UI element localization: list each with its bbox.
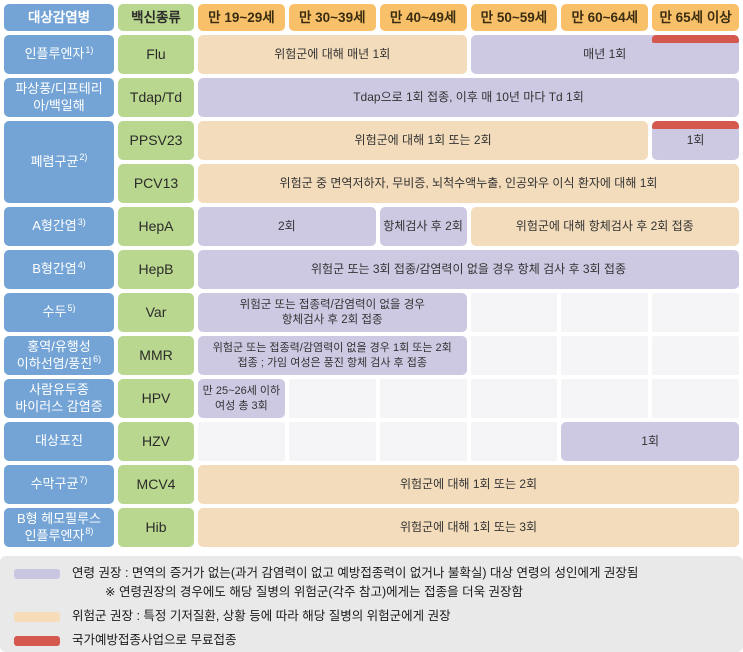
legend-item-age-recommended: 연령 권장 : 면역의 증거가 없는(과거 감염력이 없고 예방접종력이 없거나…: [14, 564, 735, 602]
free-vaccination-bar: [652, 35, 739, 43]
cell-flu-annual: 매년 1회: [470, 35, 739, 74]
disease-cell-herpes-zoster: 대상포진: [4, 422, 114, 461]
empty-cell: [561, 379, 649, 418]
legend-free-vaccination-text: 국가예방접종사업으로 무료접종: [72, 633, 237, 647]
purple-swatch-icon: [14, 569, 60, 579]
legend-item-risk-group: 위험군 권장 : 특정 기저질환, 상황 등에 따라 해당 질병의 위험군에게 …: [14, 607, 735, 626]
empty-cell: [470, 336, 558, 375]
cell-mcv4-risk-group: 위험군에 대해 1회 또는 2회: [198, 465, 739, 504]
disease-cell-measles-mumps-rubella: 홍역/유행성 이하선염/풍진6): [4, 336, 114, 375]
empty-cell: [288, 379, 376, 418]
vaccine-cell-ppsv23: PPSV23: [118, 121, 194, 160]
cell-hib-risk-group: 위험군에 대해 1회 또는 3회: [198, 508, 739, 547]
vaccine-cell-hzv: HZV: [118, 422, 194, 461]
disease-cell-pneumococcus: 폐렴구균2): [4, 121, 114, 203]
vaccine-cell-flu: Flu: [118, 35, 194, 74]
disease-cell-hepatitis-a: A형간염3): [4, 207, 114, 246]
header-age-50-59: 만 50~59세: [470, 4, 558, 31]
cell-hepa-2doses: 2회: [198, 207, 376, 246]
disease-cell-hepatitis-b: B형간염4): [4, 250, 114, 289]
header-age-30-39: 만 30~39세: [288, 4, 376, 31]
empty-cell: [470, 293, 558, 332]
empty-cell: [470, 379, 558, 418]
empty-cell: [652, 379, 739, 418]
cell-tdap-schedule: Tdap으로 1회 접종, 이후 매 10년 마다 Td 1회: [198, 78, 739, 117]
legend-risk-group-text: 위험군 권장 : 특정 기저질환, 상황 등에 따라 해당 질병의 위험군에게 …: [72, 609, 451, 623]
empty-cell: [379, 422, 467, 461]
cell-var-schedule: 위험군 또는 접종력/감염력이 없을 경우 항체검사 후 2회 접종: [198, 293, 467, 332]
empty-cell: [379, 379, 467, 418]
vaccine-cell-hib: Hib: [118, 508, 194, 547]
vaccine-cell-mmr: MMR: [118, 336, 194, 375]
cell-hepa-antibody-test: 항체검사 후 2회: [379, 207, 467, 246]
vaccine-cell-hepb: HepB: [118, 250, 194, 289]
legend-age-recommended-note: ※ 연령권장의 경우에도 해당 질병의 위험군(각주 참고)에게는 접종을 더욱…: [105, 585, 524, 599]
disease-cell-meningococcus: 수막구균7): [4, 465, 114, 504]
legend-item-free-vaccination: 국가예방접종사업으로 무료접종: [14, 631, 735, 650]
empty-cell: [652, 293, 739, 332]
disease-cell-tetanus-diphtheria-pertussis: 파상풍/디프테리 아/백일해: [4, 78, 114, 117]
empty-cell: [561, 293, 649, 332]
empty-cell: [652, 336, 739, 375]
cell-pcv13-risk-group: 위험군 중 면역저하자, 무비증, 뇌척수액누출, 인공와우 이식 환자에 대해…: [198, 164, 739, 203]
orange-swatch-icon: [14, 612, 60, 622]
empty-cell: [470, 422, 558, 461]
cell-hepa-risk-group: 위험군에 대해 항체검사 후 2회 접종: [470, 207, 739, 246]
cell-mmr-schedule: 위험군 또는 접종력/감염력이 없을 경우 1회 또는 2회 접종 ; 가임 여…: [198, 336, 467, 375]
disease-cell-varicella: 수두5): [4, 293, 114, 332]
red-swatch-icon: [14, 636, 60, 646]
header-age-19-29: 만 19~29세: [198, 4, 285, 31]
disease-cell-haemophilus-influenzae-b: B형 헤모필루스 인플루엔자8): [4, 508, 114, 547]
vaccine-cell-tdap-td: Tdap/Td: [118, 78, 194, 117]
header-vaccine: 백신종류: [118, 4, 194, 31]
vaccine-cell-hepa: HepA: [118, 207, 194, 246]
empty-cell: [561, 336, 649, 375]
cell-hzv-schedule: 1회: [561, 422, 739, 461]
disease-cell-hpv-infection: 사람유두종 바이러스 감염증: [4, 379, 114, 418]
disease-cell-influenza: 인플루엔자1): [4, 35, 114, 74]
vaccination-schedule-table: 대상감염병 백신종류 만 19~29세 만 30~39세 만 40~49세 만 …: [4, 4, 739, 547]
legend: 연령 권장 : 면역의 증거가 없는(과거 감염력이 없고 예방접종력이 없거나…: [0, 556, 743, 652]
cell-hepb-schedule: 위험군 또는 3회 접종/감염력이 없을 경우 항체 검사 후 3회 접종: [198, 250, 739, 289]
cell-flu-risk-group: 위험군에 대해 매년 1회: [198, 35, 467, 74]
empty-cell: [198, 422, 285, 461]
empty-cell: [288, 422, 376, 461]
header-age-60-64: 만 60~64세: [561, 4, 649, 31]
vaccine-cell-hpv: HPV: [118, 379, 194, 418]
vaccine-cell-var: Var: [118, 293, 194, 332]
vaccine-cell-mcv4: MCV4: [118, 465, 194, 504]
free-vaccination-bar: [652, 121, 739, 129]
cell-ppsv23-risk-group: 위험군에 대해 1회 또는 2회: [198, 121, 649, 160]
header-disease: 대상감염병: [4, 4, 114, 31]
legend-age-recommended-text: 연령 권장 : 면역의 증거가 없는(과거 감염력이 없고 예방접종력이 없거나…: [72, 566, 639, 580]
header-age-65plus: 만 65세 이상: [652, 4, 739, 31]
vaccine-cell-pcv13: PCV13: [118, 164, 194, 203]
cell-hpv-schedule: 만 25~26세 이하 여성 총 3회: [198, 379, 285, 418]
header-age-40-49: 만 40~49세: [379, 4, 467, 31]
cell-ppsv23-65plus: 1회: [652, 121, 739, 160]
